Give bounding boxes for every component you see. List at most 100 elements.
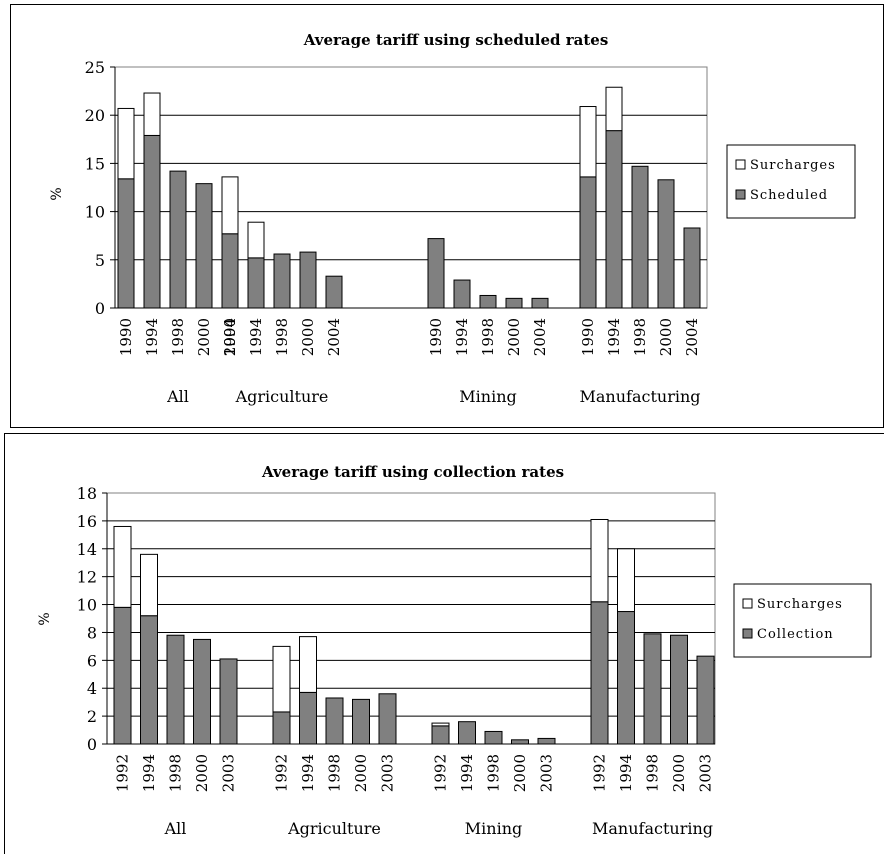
bar-scheduled — [169, 170, 187, 309]
x-tick-label: 1992 — [114, 754, 132, 792]
bar-surcharges — [590, 518, 609, 603]
x-tick-label: 2000 — [511, 754, 529, 792]
bar-scheduled — [195, 183, 213, 309]
y-tick-label: 10 — [85, 203, 105, 222]
y-tick-label: 6 — [87, 651, 97, 670]
chart-panel-collection: Average tariff using collection rates% 0 2… — [4, 433, 884, 854]
x-tick-label: 2003 — [697, 754, 715, 792]
x-tick-label: 1994 — [617, 754, 635, 792]
group-label: Manufacturing — [580, 387, 701, 406]
bar-scheduled — [453, 279, 471, 309]
x-tick-label: 1990 — [221, 318, 239, 356]
bar-collection — [325, 697, 344, 745]
bar-collection — [670, 634, 688, 745]
y-axis-label: % — [37, 612, 53, 625]
x-tick-label: 1994 — [605, 318, 623, 356]
chart-panel-scheduled: Average tariff using scheduled rates% 0 5 1… — [10, 4, 884, 428]
legend-swatch-surcharges — [735, 159, 746, 170]
y-tick-label: 15 — [85, 154, 105, 173]
x-tick-label: 1992 — [432, 754, 450, 792]
x-tick-label: 2000 — [193, 754, 211, 792]
bar-collection — [272, 711, 291, 745]
bar-collection — [511, 739, 529, 745]
x-tick-label: 1998 — [169, 318, 187, 356]
legend-swatch-scheduled — [735, 189, 746, 200]
x-tick-label: 1994 — [247, 318, 265, 356]
bar-collection — [590, 601, 609, 745]
chart-title: Average tariff using scheduled rates — [303, 31, 609, 49]
legend-box — [726, 144, 856, 219]
bar-surcharges — [140, 553, 158, 617]
x-tick-label: 1994 — [299, 754, 317, 792]
y-tick-label: 8 — [87, 623, 97, 642]
x-tick-label: 2003 — [538, 754, 556, 792]
group-label: Agriculture — [287, 819, 381, 838]
bar-scheduled — [427, 238, 445, 309]
bar-collection — [484, 730, 503, 745]
bar-collection — [352, 698, 370, 745]
x-tick-label: 2000 — [299, 318, 317, 356]
bar-surcharges — [605, 86, 623, 132]
x-tick-label: 1998 — [485, 754, 503, 792]
group-label: Agriculture — [235, 387, 329, 406]
group-label: All — [164, 819, 187, 838]
bar-scheduled — [247, 257, 265, 309]
y-tick-label: 12 — [77, 568, 97, 587]
x-tick-label: 2004 — [325, 318, 343, 356]
x-tick-label: 1994 — [453, 318, 471, 356]
x-tick-label: 2004 — [683, 318, 701, 356]
legend-swatch-collection — [742, 628, 753, 639]
y-tick-label: 4 — [87, 679, 97, 698]
bar-collection — [643, 633, 662, 745]
bar-scheduled — [579, 176, 597, 309]
bar-surcharges — [221, 176, 239, 235]
x-tick-label: 1990 — [579, 318, 597, 356]
bar-scheduled — [273, 253, 291, 309]
bar-scheduled — [479, 294, 497, 309]
x-tick-label: 2004 — [531, 318, 549, 356]
bar-scheduled — [657, 179, 675, 309]
y-tick-label: 14 — [77, 540, 97, 559]
group-label: Manufacturing — [592, 819, 713, 838]
group-label: All — [166, 387, 189, 406]
x-tick-label: 1998 — [479, 318, 497, 356]
bar-collection — [537, 737, 556, 745]
x-tick-label: 1998 — [167, 754, 185, 792]
x-tick-label: 1992 — [273, 754, 291, 792]
x-tick-label: 1998 — [326, 754, 344, 792]
bar-surcharges — [299, 636, 317, 693]
chart-title: Average tariff using collection rates — [261, 463, 564, 481]
y-tick-label: 2 — [87, 707, 97, 726]
y-tick-label: 25 — [85, 58, 105, 77]
group-label: Mining — [459, 387, 516, 406]
y-tick-label: 10 — [77, 596, 97, 615]
group-label: Mining — [465, 819, 522, 838]
bar-surcharges — [431, 722, 450, 727]
bar-collection — [193, 638, 211, 745]
legend-swatch-surcharges — [742, 598, 753, 609]
x-tick-label: 1990 — [117, 318, 135, 356]
legend-label: Surcharges — [750, 158, 836, 173]
bar-collection — [219, 658, 238, 745]
bar-scheduled — [221, 233, 239, 309]
x-tick-label: 2000 — [352, 754, 370, 792]
bar-scheduled — [531, 297, 549, 309]
bar-surcharges — [143, 92, 161, 136]
bar-collection — [378, 693, 397, 745]
x-tick-label: 1998 — [273, 318, 291, 356]
bar-surcharges — [579, 106, 597, 178]
bar-collection — [617, 611, 635, 745]
bar-scheduled — [631, 165, 649, 309]
x-tick-label: 2003 — [379, 754, 397, 792]
bar-scheduled — [299, 251, 317, 309]
x-tick-label: 2000 — [505, 318, 523, 356]
legend-label: Scheduled — [750, 188, 828, 203]
bar-collection — [431, 725, 450, 745]
bar-surcharges — [117, 107, 135, 180]
x-tick-label: 2000 — [657, 318, 675, 356]
bar-surcharges — [113, 525, 132, 608]
x-tick-label: 1998 — [644, 754, 662, 792]
bar-surcharges — [247, 221, 265, 259]
legend-label: Surcharges — [757, 597, 843, 612]
chart-collection-rates: Average tariff using collection rates% 0 2… — [37, 463, 872, 838]
